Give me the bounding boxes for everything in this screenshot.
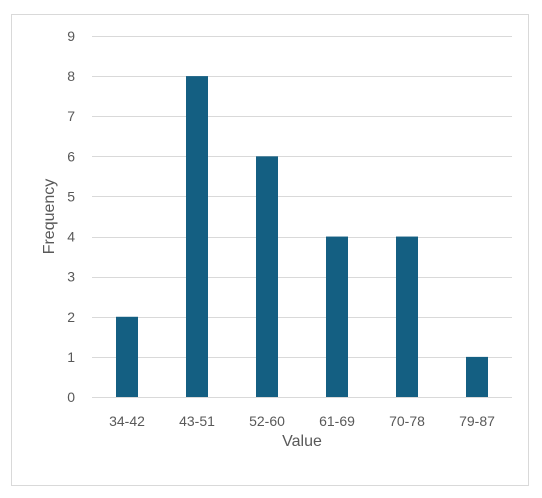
bar-52-60 bbox=[256, 156, 278, 397]
bar-70-78 bbox=[396, 236, 418, 397]
x-tick-label: 79-87 bbox=[459, 413, 495, 429]
gridlines bbox=[92, 36, 512, 398]
bars bbox=[116, 76, 488, 397]
y-axis-title: Frequency bbox=[41, 179, 58, 255]
x-tick-label: 34-42 bbox=[109, 413, 145, 429]
y-tick-label: 9 bbox=[67, 28, 75, 44]
x-axis-title: Value bbox=[282, 433, 322, 450]
y-tick-label: 2 bbox=[67, 309, 75, 325]
y-tick-label: 4 bbox=[67, 229, 75, 245]
y-tick-label: 0 bbox=[67, 389, 75, 405]
x-tick-label: 52-60 bbox=[249, 413, 285, 429]
x-tick-label: 61-69 bbox=[319, 413, 355, 429]
y-tick-label: 6 bbox=[67, 148, 75, 164]
bar-43-51 bbox=[186, 76, 208, 397]
y-tick-label: 7 bbox=[67, 108, 75, 124]
y-tick-label: 1 bbox=[67, 349, 75, 365]
x-tick-label: 70-78 bbox=[389, 413, 425, 429]
y-tick-label: 8 bbox=[67, 68, 75, 84]
bar-79-87 bbox=[466, 356, 488, 397]
x-tick-label: 43-51 bbox=[179, 413, 215, 429]
y-tick-label: 3 bbox=[67, 269, 75, 285]
x-tick-labels: 34-42 43-51 52-60 61-69 70-78 79-87 bbox=[109, 413, 495, 429]
y-tick-label: 5 bbox=[67, 188, 75, 204]
bar-61-69 bbox=[326, 236, 348, 397]
bar-34-42 bbox=[116, 316, 138, 397]
y-tick-labels: 0 1 2 3 4 5 6 7 8 9 bbox=[67, 28, 75, 405]
